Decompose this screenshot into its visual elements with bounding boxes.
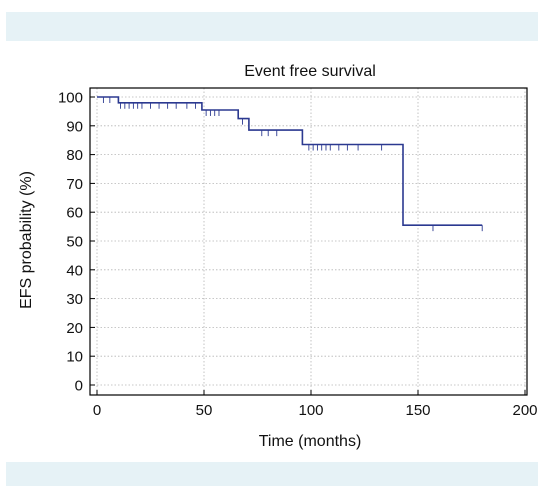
y-tick-label: 30 bbox=[66, 291, 83, 308]
y-tick-label: 10 bbox=[66, 349, 83, 366]
survival-line bbox=[97, 96, 483, 226]
y-tick-label: 70 bbox=[66, 176, 83, 193]
x-axis: 0 50 100 150 200 bbox=[93, 390, 538, 419]
chart-title: Event free survival bbox=[244, 63, 376, 80]
y-tick-label: 20 bbox=[66, 320, 83, 337]
y-tick-label: 100 bbox=[58, 90, 83, 107]
y-tick-label: 50 bbox=[66, 234, 83, 251]
x-tick-label: 0 bbox=[93, 402, 101, 419]
plot-area bbox=[89, 87, 528, 396]
y-tick-label: 90 bbox=[66, 118, 83, 135]
censor-marks bbox=[102, 97, 483, 232]
x-axis-label: Time (months) bbox=[259, 433, 362, 450]
y-axis-label: EFS probability (%) bbox=[18, 171, 35, 309]
x-tick-label: 100 bbox=[298, 402, 323, 419]
y-tick-label: 80 bbox=[66, 147, 83, 164]
survival-curve bbox=[97, 96, 483, 226]
header-band bbox=[6, 12, 538, 41]
x-tick-label: 50 bbox=[196, 402, 213, 419]
y-tick-label: 40 bbox=[66, 262, 83, 279]
x-tick-label: 200 bbox=[512, 402, 537, 419]
grid-lines bbox=[90, 88, 527, 395]
x-tick-label: 150 bbox=[405, 402, 430, 419]
y-tick-label: 0 bbox=[75, 378, 83, 395]
y-axis: 0 10 20 30 40 50 60 70 80 90 100 bbox=[58, 90, 95, 395]
footer-band bbox=[6, 462, 538, 486]
y-tick-label: 60 bbox=[66, 205, 83, 222]
